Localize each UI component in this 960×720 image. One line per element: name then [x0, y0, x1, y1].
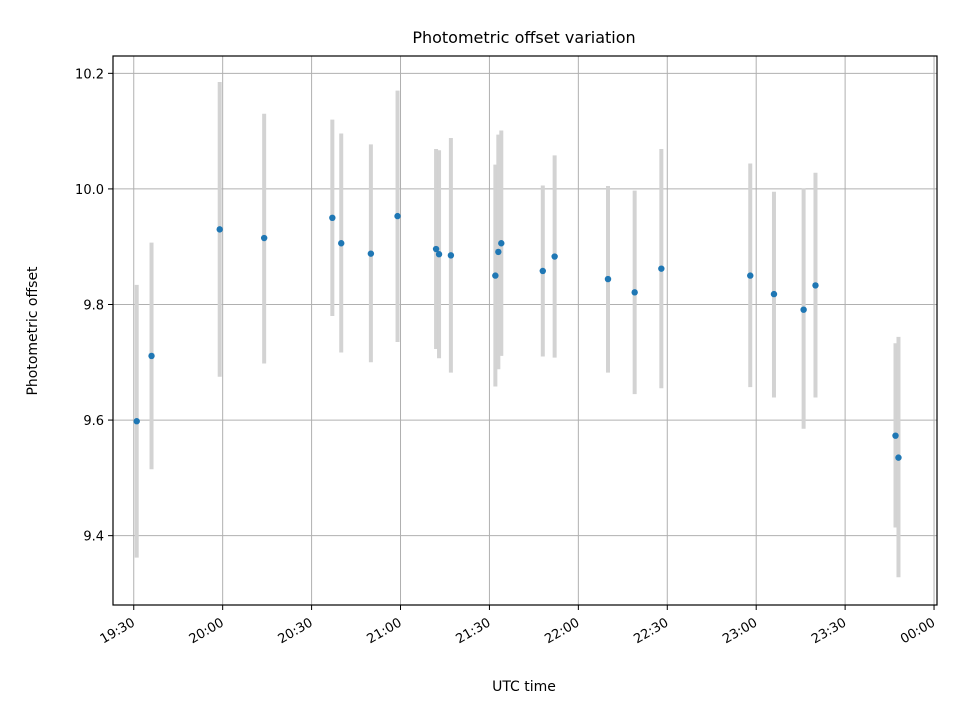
data-point [604, 275, 612, 283]
data-point [495, 248, 502, 256]
data-point [216, 226, 223, 233]
x-axis-label: UTC time [492, 679, 556, 695]
y-tick-label: 10.0 [75, 183, 104, 198]
data-point [394, 212, 401, 220]
data-point [747, 272, 754, 279]
data-point [492, 272, 499, 279]
data-point [498, 240, 505, 247]
y-tick-label: 10.2 [75, 67, 104, 82]
data-point [148, 352, 155, 360]
data-point [631, 289, 638, 296]
data-point [367, 250, 375, 257]
data-point [133, 418, 140, 425]
data-point [447, 252, 455, 259]
grid-lines [113, 56, 937, 605]
data-point [338, 240, 345, 247]
data-point [770, 290, 778, 298]
y-tick-label: 9.8 [83, 298, 104, 313]
data-point [658, 265, 665, 272]
data-point [329, 214, 336, 222]
data-point [895, 454, 902, 461]
data-point [539, 267, 546, 275]
data-points [133, 212, 902, 461]
y-tick-label: 9.4 [83, 530, 104, 545]
data-point [892, 432, 899, 439]
data-point [432, 245, 440, 253]
data-point [260, 234, 268, 242]
plot-area [113, 56, 937, 605]
y-tick-label: 9.6 [83, 414, 104, 429]
chart-title: Photometric offset variation [412, 28, 635, 47]
plot-frame [112, 55, 938, 606]
data-point [435, 251, 443, 258]
data-point [551, 253, 558, 260]
data-point [812, 282, 819, 289]
y-axis-label: Photometric offset [25, 266, 41, 396]
data-point [800, 306, 807, 313]
